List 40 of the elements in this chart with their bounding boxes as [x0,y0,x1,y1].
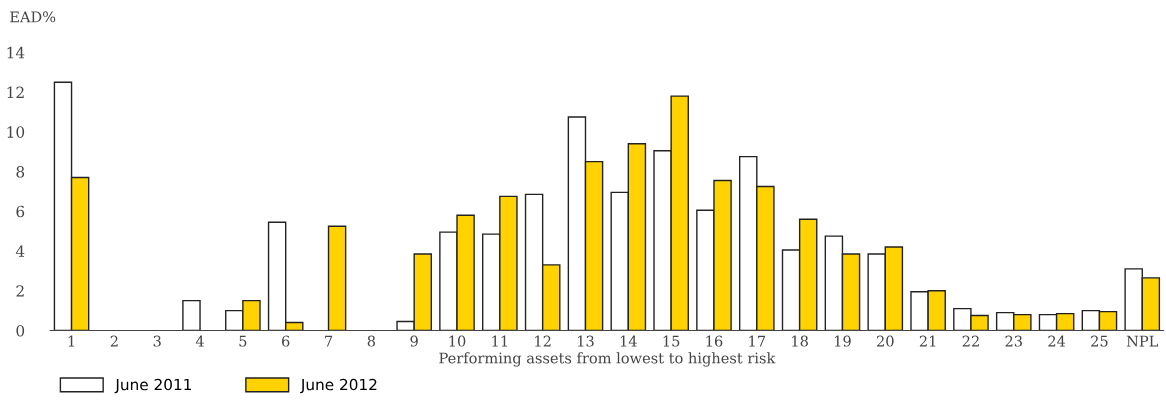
x-tick-label: 13 [577,335,594,347]
x-tick-label: 22 [962,335,979,347]
x-tick-label: 10 [449,335,466,347]
x-tick-label: 1 [68,335,75,347]
x-tick-label: 9 [410,335,418,347]
y-tick-label: 12 [7,86,24,98]
x-tick-label: 6 [282,335,290,347]
x-tick-label: 17 [749,335,766,347]
x-tick-label: 11 [492,335,508,347]
y-tick-label: 8 [16,166,25,178]
x-tick-label: 25 [1091,335,1108,347]
y-tick-label: 14 [7,46,25,59]
x-tick-label: 16 [706,335,723,347]
bar [327,225,347,331]
x-tick-label: NPL [1126,335,1159,347]
y-tick-label: 4 [15,245,25,257]
x-tick-label: 4 [195,335,204,347]
legend-label: June 2011 [114,378,191,394]
x-tick-label: 3 [153,335,161,347]
legend-label: June 2012 [300,378,377,394]
y-tick-label: 10 [7,126,25,138]
x-tick-label: 8 [367,335,376,347]
bar [182,299,201,331]
x-tick-label: 15 [663,335,680,347]
x-tick-label: 5 [239,335,247,347]
x-tick-label: 14 [620,335,637,347]
x-tick-label: 21 [919,335,936,347]
x-tick-label: 23 [1005,335,1022,347]
x-tick-label: 24 [1048,335,1066,347]
x-tick-label: 7 [325,335,333,347]
x-tick-label: 18 [792,335,808,347]
x-tick-label: 19 [834,335,851,347]
y-tick-label: 0 [16,324,25,337]
y-tick-label: 6 [16,205,25,218]
x-tick-label: 20 [877,335,894,347]
x-tick-label: 12 [535,335,551,347]
y-tick-label: 2 [16,285,24,297]
x-tick-label: 2 [110,335,118,347]
x-axis-title: Performing assets from lowest to highest risk [439,352,776,367]
y-axis-title: EAD% [10,11,56,23]
